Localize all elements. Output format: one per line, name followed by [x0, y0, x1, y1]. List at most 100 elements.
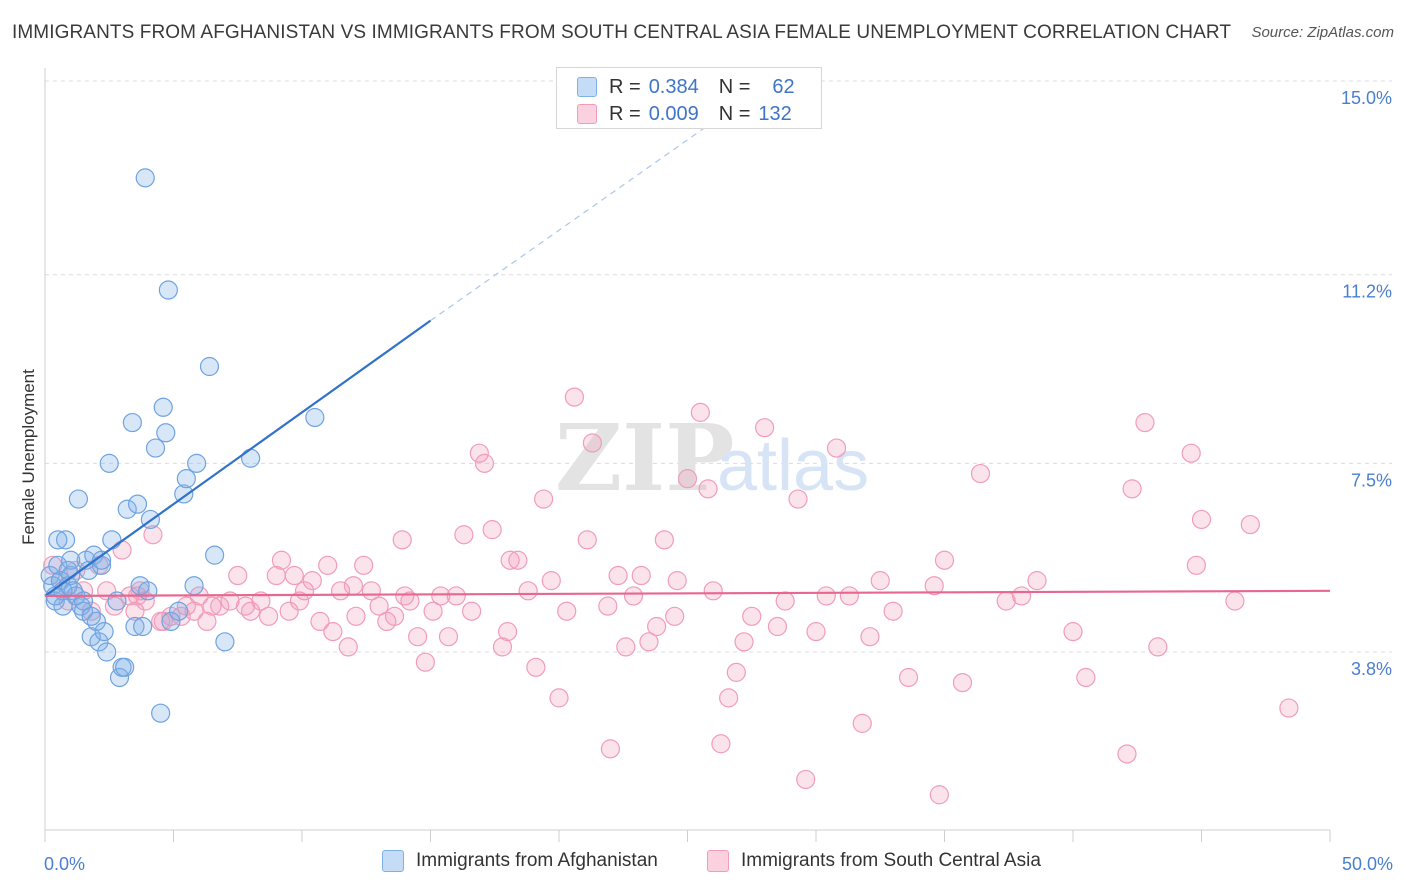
data-point-south-central-asia [767, 616, 788, 637]
data-point-afghanistan [174, 484, 194, 504]
data-point-south-central-asia [616, 637, 636, 657]
data-point-south-central-asia [719, 688, 739, 708]
legend-n-label: N = [718, 75, 751, 98]
data-point-south-central-asia [310, 611, 330, 632]
data-point-south-central-asia [698, 479, 718, 499]
data-point-south-central-asia [839, 586, 860, 606]
data-point-south-central-asia [318, 555, 338, 575]
data-point-afghanistan [97, 642, 117, 662]
correlation-legend: R = 0.384 N = 62 R = 0.009 N = 132 [556, 67, 822, 129]
data-point-south-central-asia [392, 530, 412, 550]
data-point-south-central-asia [929, 785, 949, 805]
data-point-south-central-asia [665, 606, 685, 626]
data-point-south-central-asia [104, 596, 124, 616]
data-point-south-central-asia [508, 550, 528, 570]
data-point-afghanistan [86, 611, 107, 632]
data-point-south-central-asia [816, 586, 836, 606]
data-point-south-central-asia [482, 520, 502, 540]
data-point-south-central-asia [582, 433, 603, 453]
data-point-south-central-asia [1240, 514, 1260, 535]
trend-line-afghanistan [44, 319, 432, 597]
data-point-south-central-asia [462, 601, 482, 621]
data-point-south-central-asia [354, 555, 374, 575]
x-tick-label: 0.0% [44, 854, 85, 874]
y-tick-label: 11.2% [1342, 282, 1392, 302]
data-point-afghanistan [176, 469, 196, 489]
data-point-south-central-asia [1117, 744, 1137, 764]
data-point-south-central-asia [210, 596, 230, 616]
data-point-south-central-asia [711, 734, 731, 754]
data-point-south-central-asia [289, 591, 310, 611]
data-point-south-central-asia [415, 652, 435, 672]
data-point-south-central-asia [469, 443, 489, 463]
data-point-south-central-asia [279, 601, 299, 621]
data-point-afghanistan [153, 397, 173, 417]
data-point-south-central-asia [703, 581, 723, 601]
data-point-south-central-asia [726, 662, 746, 682]
tick-labels: 3.8% 7.5% 11.2% 15.0% 0.0% 50.0% [44, 88, 1393, 874]
data-point-south-central-asia [577, 530, 597, 550]
data-point-south-central-asia [500, 550, 520, 570]
data-point-south-central-asia [81, 601, 101, 621]
data-point-afghanistan [187, 453, 207, 473]
data-point-south-central-asia [754, 418, 775, 438]
data-point-afghanistan [215, 632, 235, 652]
data-point-afghanistan [99, 453, 119, 473]
data-point-afghanistan [184, 576, 204, 596]
data-point-south-central-asia [454, 525, 474, 545]
trend-lines [44, 121, 1331, 598]
data-point-south-central-asia [143, 525, 163, 545]
data-point-south-central-asia [395, 586, 415, 606]
data-point-south-central-asia [474, 453, 495, 473]
data-point-south-central-asia [796, 769, 816, 790]
data-point-south-central-asia [533, 489, 554, 509]
data-point-south-central-asia [677, 469, 698, 489]
data-point-south-central-asia [125, 601, 145, 621]
data-point-south-central-asia [557, 601, 577, 621]
data-point-south-central-asia [860, 627, 880, 647]
data-point-afghanistan [156, 423, 176, 443]
data-point-south-central-asia [526, 657, 546, 677]
data-point-south-central-asia [338, 637, 358, 657]
data-point-south-central-asia [251, 591, 271, 611]
data-point-south-central-asia [667, 571, 687, 591]
data-point-afghanistan [138, 581, 158, 601]
data-point-south-central-asia [302, 571, 322, 591]
data-point-south-central-asia [220, 591, 240, 611]
data-point-south-central-asia [852, 713, 872, 733]
y-tick-label: 15.0% [1341, 88, 1392, 108]
data-point-afghanistan [161, 611, 181, 632]
legend-n-value: 132 [758, 102, 792, 125]
y-tick-label: 3.8% [1351, 659, 1392, 679]
legend-row-south-central-asia: R = 0.009 N = 132 [577, 101, 792, 127]
data-point-afghanistan [48, 555, 68, 575]
data-point-south-central-asia [1063, 622, 1083, 642]
legend-item-south-central-asia: Immigrants from South Central Asia [707, 850, 1041, 872]
data-point-afghanistan [241, 448, 261, 468]
data-point-south-central-asia [284, 565, 304, 586]
legend-n-label: N = [718, 102, 751, 125]
data-point-south-central-asia [1225, 591, 1245, 611]
grid-lines [45, 80, 1392, 653]
data-point-afghanistan [122, 412, 142, 433]
data-point-afghanistan [205, 545, 225, 565]
data-point-afghanistan [145, 438, 166, 458]
data-point-afghanistan [94, 622, 114, 642]
legend-r-label: R = [609, 75, 641, 98]
data-point-afghanistan [91, 550, 112, 570]
data-point-south-central-asia [775, 591, 795, 611]
data-point-south-central-asia [564, 387, 585, 407]
data-point-south-central-asia [343, 576, 363, 596]
data-point-afghanistan [58, 560, 78, 581]
data-point-south-central-asia [623, 586, 644, 606]
data-point-south-central-asia [647, 616, 667, 637]
data-point-south-central-asia [934, 550, 955, 570]
data-point-south-central-asia [952, 672, 973, 693]
data-point-south-central-asia [970, 463, 991, 484]
legend-r-value: 0.009 [648, 102, 699, 125]
data-point-afghanistan [158, 280, 178, 300]
data-point-south-central-asia [734, 632, 754, 652]
data-point-south-central-asia [631, 565, 651, 586]
series-south-central-asia-points [43, 387, 1299, 805]
